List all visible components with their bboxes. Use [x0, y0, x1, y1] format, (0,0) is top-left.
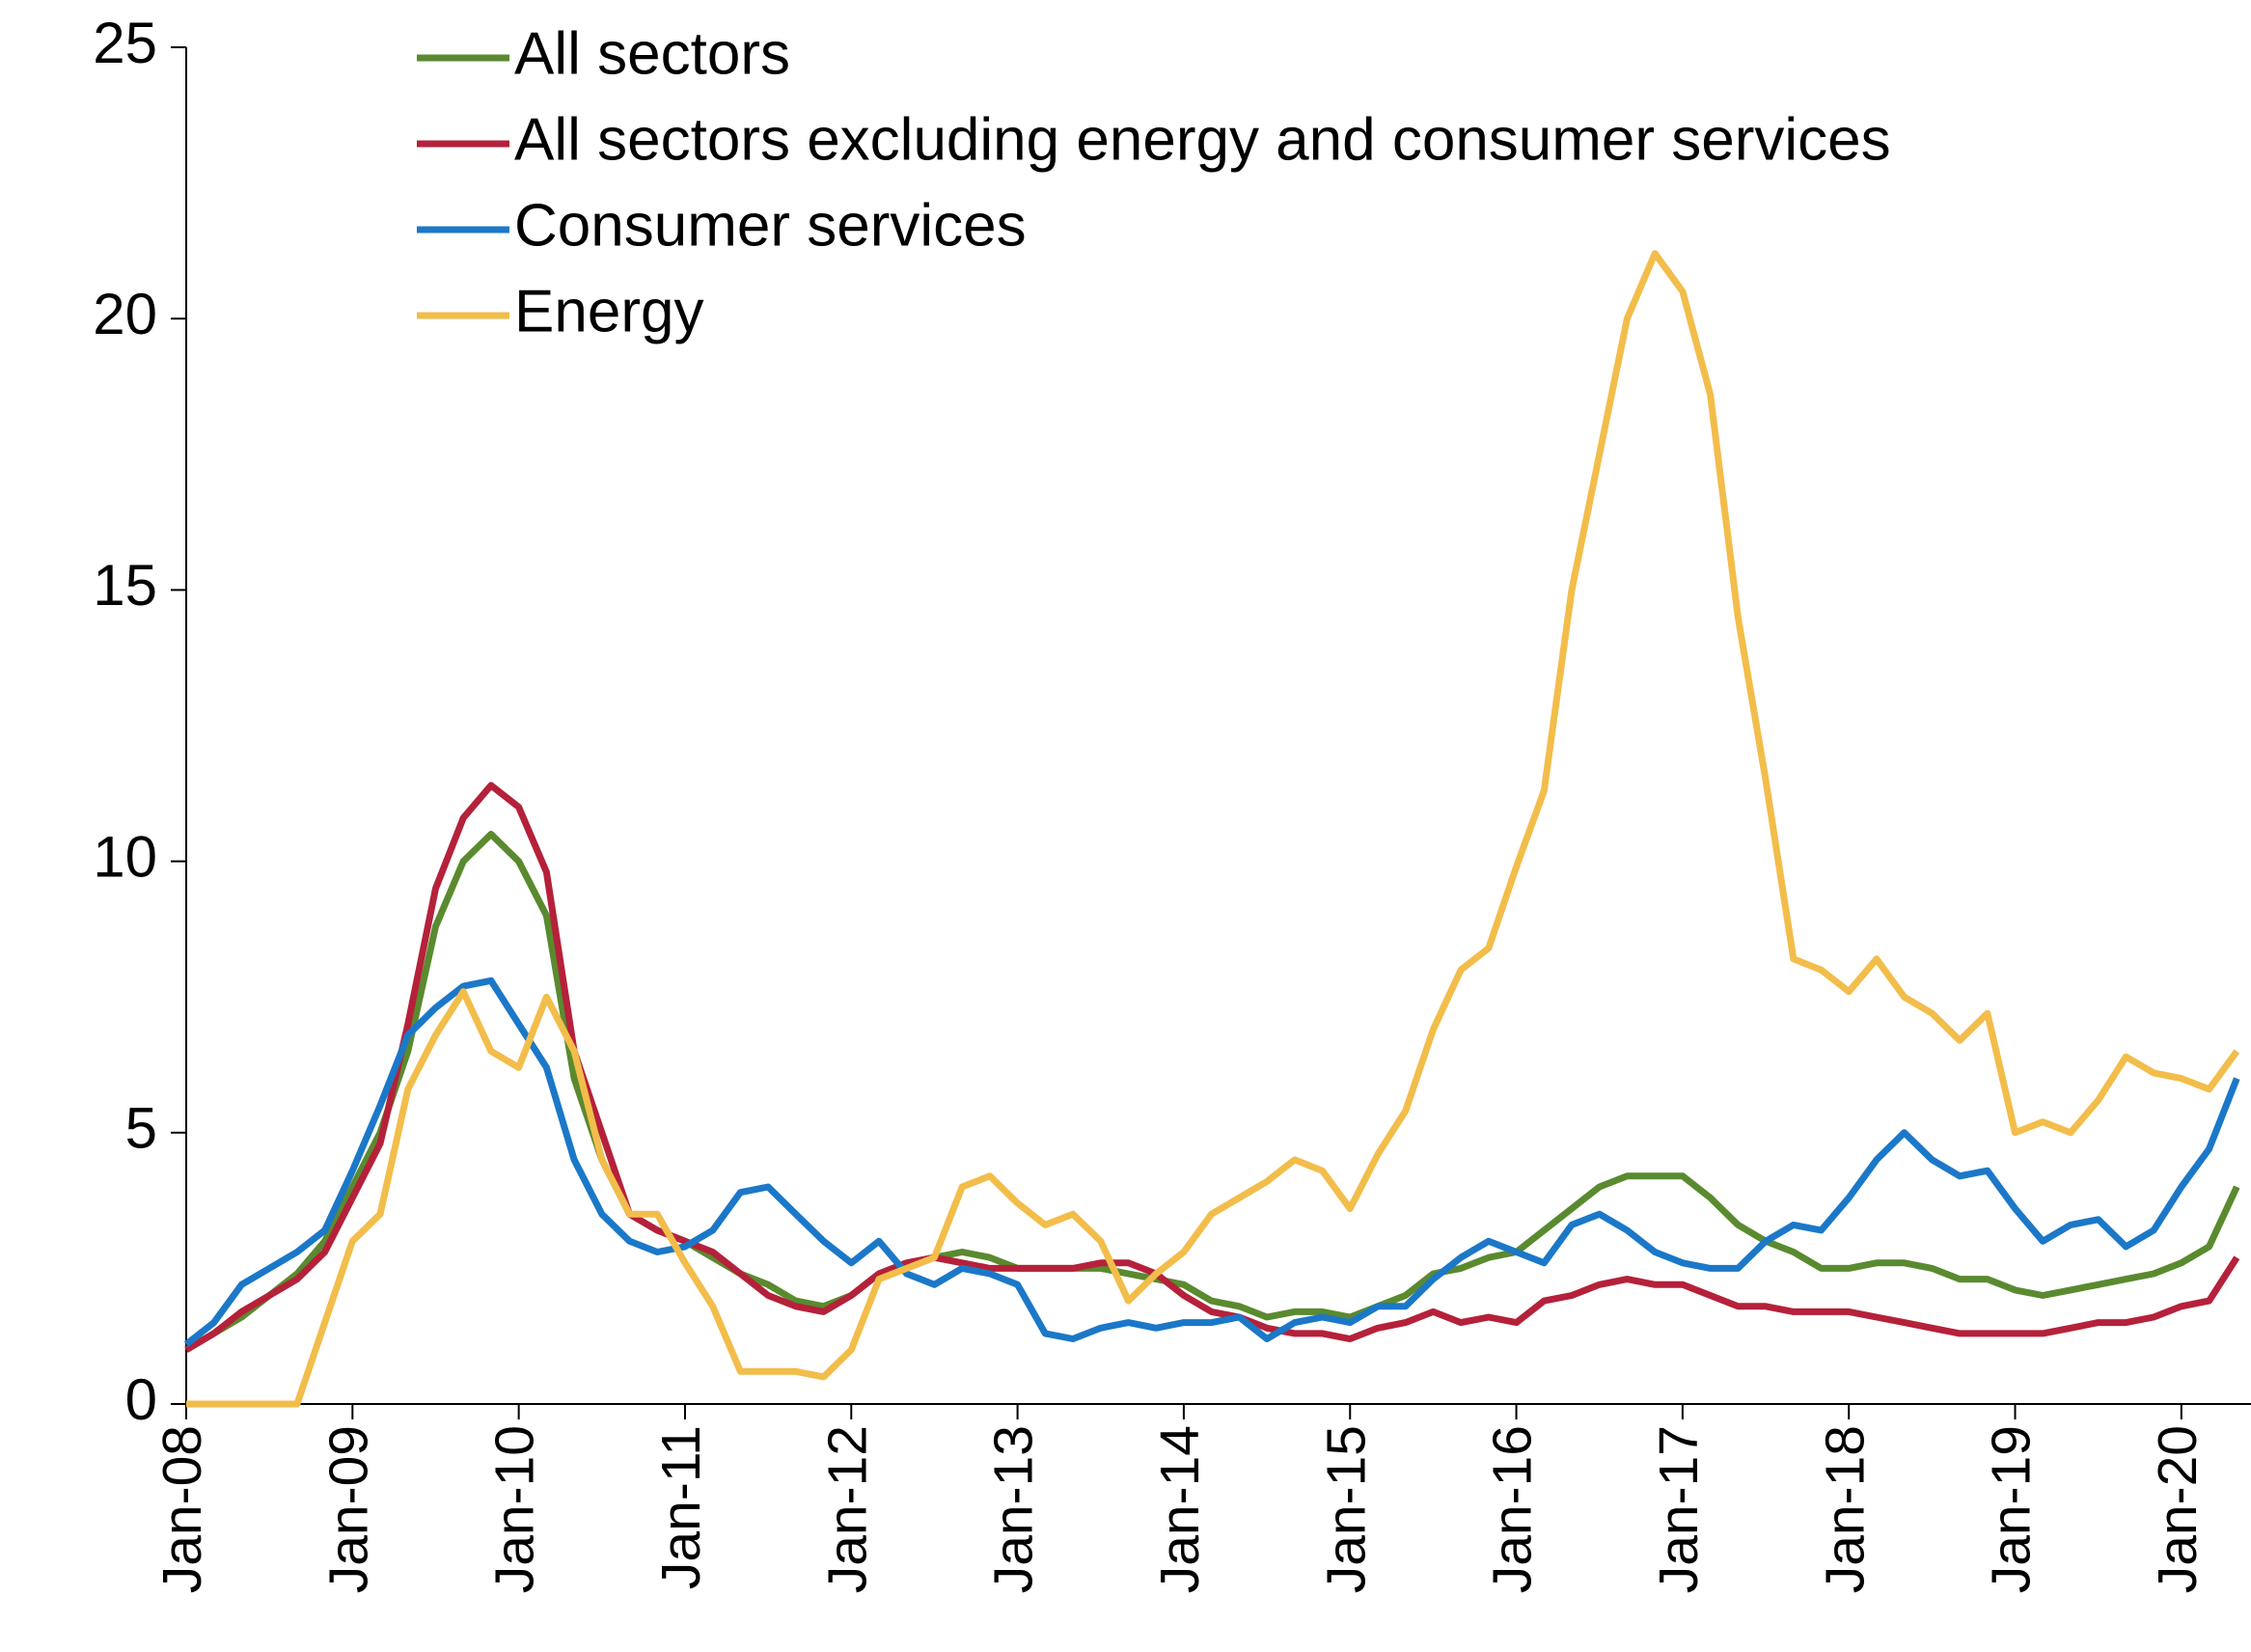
x-tick-label: Jan-12	[816, 1425, 878, 1593]
y-tick-label: 15	[93, 553, 157, 618]
y-tick-label: 25	[93, 11, 157, 75]
x-tick-label: Jan-15	[1315, 1425, 1377, 1593]
series-line	[186, 250, 2240, 1408]
x-tick-label: Jan-20	[2147, 1425, 2209, 1593]
x-tick-label: Jan-09	[317, 1425, 379, 1593]
x-tick-label: Jan-08	[151, 1425, 213, 1593]
y-tick-label: 10	[93, 824, 157, 889]
legend-label: All sectors excluding energy and consume…	[514, 106, 1891, 173]
x-tick-label: Jan-13	[983, 1425, 1045, 1593]
series-line	[184, 782, 2240, 1353]
x-tick-label: Jan-14	[1149, 1425, 1211, 1593]
legend-label: Consumer services	[514, 192, 1027, 259]
legend-label: Energy	[514, 278, 703, 344]
x-tick-label: Jan-17	[1648, 1425, 1710, 1593]
legend-label: All sectors	[514, 20, 790, 87]
series-line	[184, 831, 2240, 1353]
x-tick-label: Jan-16	[1482, 1425, 1544, 1593]
x-tick-label: Jan-18	[1814, 1425, 1876, 1593]
y-tick-label: 0	[125, 1367, 157, 1432]
x-tick-label: Jan-19	[1981, 1425, 2043, 1593]
y-tick-label: 20	[93, 282, 157, 346]
y-tick-label: 5	[125, 1096, 157, 1161]
x-tick-label: Jan-11	[650, 1425, 712, 1589]
x-tick-label: Jan-10	[484, 1425, 546, 1593]
series-line	[183, 977, 2240, 1347]
